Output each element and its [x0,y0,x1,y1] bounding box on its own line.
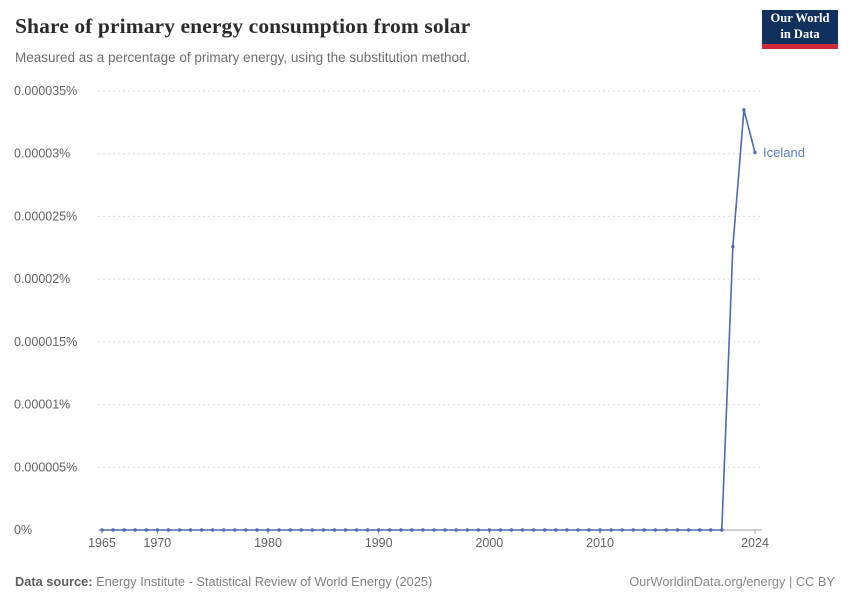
data-point [742,108,746,112]
x-tick-label: 1990 [365,536,393,550]
data-point [155,528,160,532]
data-point [144,528,148,532]
owid-logo: Our World in Data [762,10,838,49]
data-point [576,528,580,532]
x-tick-label: 1970 [143,536,171,550]
y-tick-label: 0.000025% [14,209,77,223]
data-point [609,528,613,532]
data-point [598,528,602,532]
data-point [177,528,182,532]
data-point [100,528,104,532]
data-point [753,150,757,155]
y-tick-label: 0% [14,523,32,537]
data-point [199,528,204,532]
data-point [133,528,137,532]
data-point [620,528,624,532]
data-point [664,528,669,532]
data-point [244,528,248,532]
data-point [697,528,702,532]
chart-subtitle: Measured as a percentage of primary ener… [15,50,471,65]
data-point [343,528,348,532]
chart-footer: Data source: Energy Institute - Statisti… [15,574,835,589]
data-point [166,528,171,532]
data-point [388,528,392,532]
data-point [432,528,436,532]
y-tick-label: 0.000005% [14,460,77,474]
y-tick-label: 0.00002% [14,272,70,286]
data-point [731,244,735,249]
data-point [520,528,525,532]
data-point [321,528,326,532]
data-point [188,528,193,532]
data-source-label: Data source: [15,574,93,589]
data-point [365,528,370,532]
data-point [642,528,647,532]
owid-logo-line1: Our World [770,11,830,26]
data-source: Data source: Energy Institute - Statisti… [15,574,432,589]
data-point [376,528,381,532]
data-point [554,528,558,532]
data-point [443,528,447,532]
data-point [565,528,569,532]
data-point [465,528,469,532]
data-point [709,528,713,532]
data-point [288,528,292,532]
data-point [410,528,414,532]
data-point [686,528,691,532]
x-tick-label: 1965 [88,536,116,550]
owid-logo-line2: in Data [780,27,820,41]
data-point [498,528,503,532]
chart-title: Share of primary energy consumption from… [15,14,471,38]
data-point [299,528,303,532]
license-credit: OurWorldinData.org/energy | CC BY [629,574,835,589]
y-tick-label: 0.00003% [14,147,70,161]
data-point [454,528,458,532]
data-point [399,528,403,532]
data-point [476,528,481,532]
data-point [587,528,591,532]
line-chart: 0% 0.000005% 0.00001% 0.000015% 0.00002% 0.00… [14,84,805,550]
data-point [354,528,359,532]
y-tick-label: 0.000035% [14,84,77,98]
data-point [210,528,215,532]
data-point [255,528,259,532]
data-point [631,528,635,532]
data-point [531,528,536,532]
data-point [421,528,425,532]
data-point [653,528,658,532]
data-point [310,528,314,532]
data-point [233,528,237,532]
data-point [111,528,115,532]
y-tick-label: 0.00001% [14,398,70,412]
data-point [277,528,281,532]
x-tick-label: 1980 [254,536,282,550]
x-tick-label: 2010 [586,536,614,550]
data-point [122,528,126,532]
data-point [675,528,680,532]
data-point [509,528,514,532]
data-point [543,528,547,532]
series-end-label: Iceland [763,145,805,160]
data-source-text: Energy Institute - Statistical Review of… [96,574,433,589]
data-point [332,528,337,532]
x-tick-label: 2000 [475,536,503,550]
data-point [720,528,724,532]
data-point [487,528,492,532]
x-tick-label: 2024 [741,536,769,550]
data-point [266,528,270,532]
y-tick-label: 0.000015% [14,335,77,349]
data-point [222,528,226,532]
iceland-series-line [102,109,756,531]
